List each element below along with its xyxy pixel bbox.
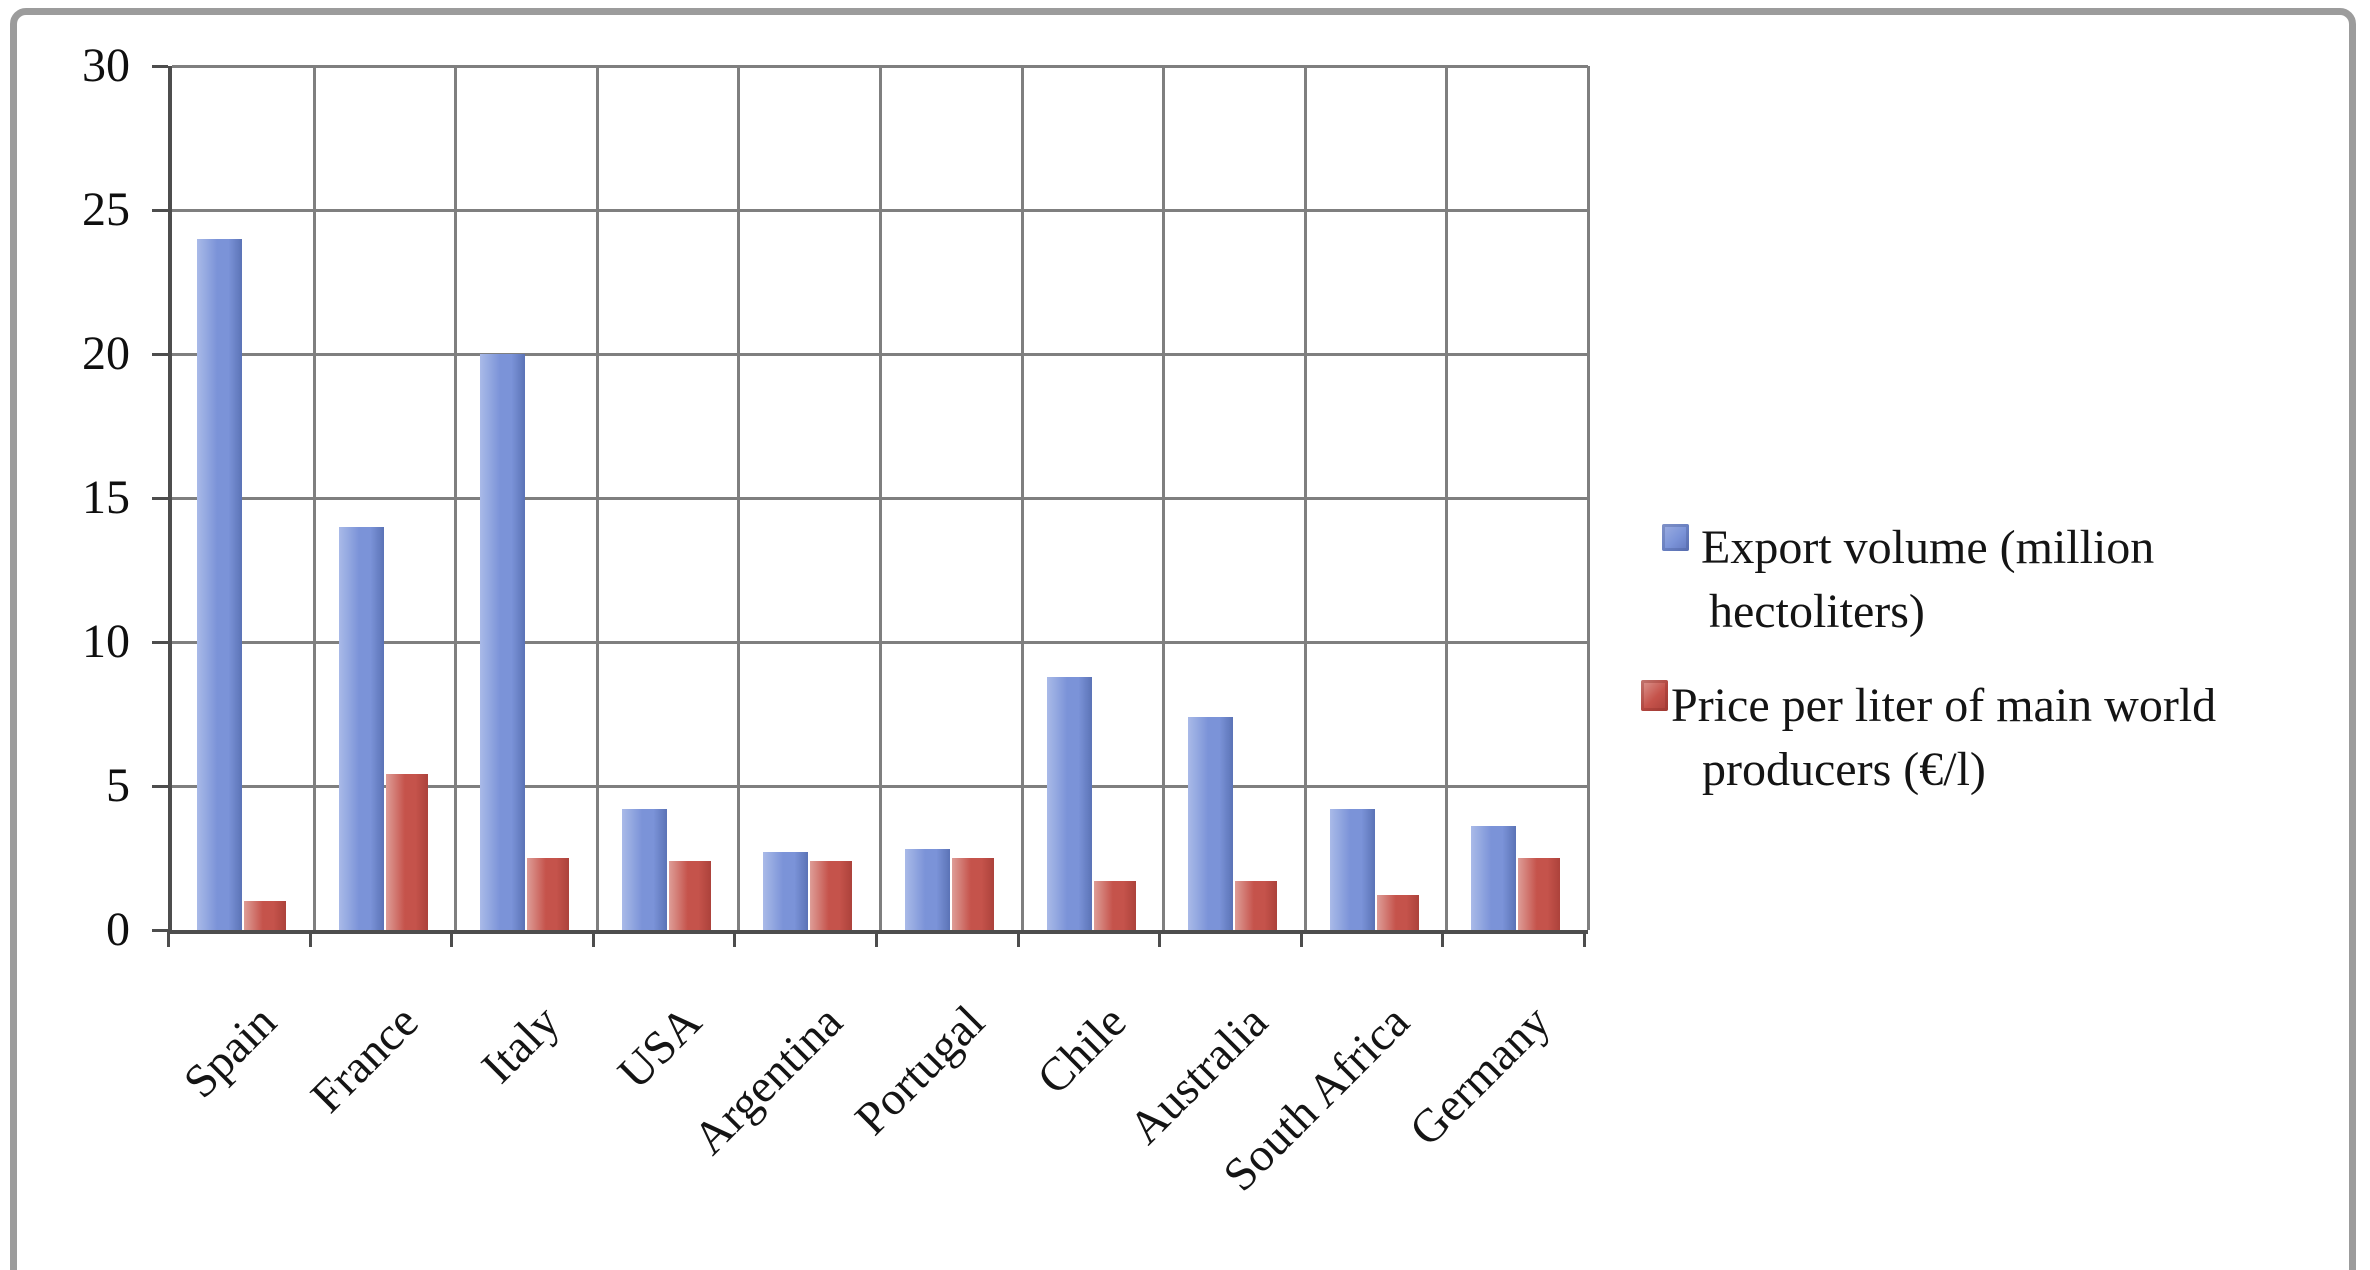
v-gridline-5	[879, 66, 882, 930]
legend-swatch-export-volume-icon	[1662, 524, 1689, 551]
legend-label-line: producers (€/l)	[1702, 743, 1986, 796]
bar-price-australia	[1235, 881, 1278, 930]
x-axis-tick	[591, 930, 595, 947]
bar-price-usa	[668, 860, 711, 930]
y-tick-label-0: 0	[106, 903, 130, 956]
bar-export-south-africa	[1329, 809, 1375, 930]
x-axis-tick	[167, 930, 170, 947]
bar-price-south-africa	[1376, 895, 1419, 930]
x-axis-tick	[450, 930, 454, 947]
x-axis-tick	[1158, 930, 1162, 947]
y-axis-tick	[152, 785, 168, 788]
y-axis-tick	[152, 353, 168, 356]
x-axis-tick	[1299, 930, 1303, 947]
v-gridline-2	[454, 66, 458, 930]
legend-label-line: hectoliters)	[1709, 585, 1925, 638]
legend-entry-price-per-liter: Price per liter of main world producers …	[1641, 674, 2361, 802]
bar-export-chile	[1046, 676, 1092, 930]
v-gridline-7	[1162, 66, 1166, 930]
x-axis-tick	[1583, 930, 1586, 947]
y-tick-label-15: 15	[82, 471, 130, 524]
y-tick-label-5: 5	[106, 759, 130, 812]
x-axis-tick	[1441, 930, 1445, 947]
y-axis-tick	[152, 641, 168, 644]
v-gridline-8	[1303, 66, 1307, 930]
bar-price-italy	[527, 858, 570, 930]
bar-export-spain	[197, 238, 242, 930]
y-axis-tick	[152, 497, 168, 500]
v-gridline-10	[1587, 66, 1590, 930]
y-axis-tick	[152, 209, 168, 212]
legend-entry-export-volume: Export volume (million hectoliters)	[1641, 516, 2361, 644]
bar-price-portugal	[952, 858, 994, 930]
y-axis-tick	[152, 65, 168, 68]
chart-outer-frame	[10, 8, 2356, 1270]
v-gridline-4	[737, 66, 741, 930]
bar-price-france	[385, 774, 428, 930]
bar-export-france	[338, 526, 384, 930]
legend-label-line: Export volume (million	[1701, 521, 2155, 574]
y-tick-label-25: 25	[82, 183, 130, 236]
bar-price-spain	[244, 901, 286, 930]
y-tick-label-10: 10	[82, 615, 130, 668]
legend: Export volume (million hectoliters) Pric…	[1641, 516, 2361, 832]
bar-export-australia	[1188, 716, 1234, 930]
plot-area	[168, 65, 1590, 934]
v-gridline-6	[1020, 66, 1024, 930]
v-gridline-3	[595, 66, 599, 930]
bar-export-usa	[621, 809, 667, 930]
bar-export-portugal	[905, 849, 950, 930]
x-axis-tick	[875, 930, 878, 947]
bar-price-germany	[1518, 858, 1561, 930]
bar-export-germany	[1471, 826, 1517, 930]
legend-label-export-volume: Export volume (million hectoliters)	[1701, 516, 2361, 644]
x-axis-tick	[308, 930, 312, 947]
v-gridline-9	[1445, 66, 1449, 930]
bar-price-argentina	[810, 860, 853, 930]
x-axis-tick	[1016, 930, 1020, 947]
x-axis-tick	[733, 930, 737, 947]
legend-swatch-price-per-liter-icon	[1641, 680, 1668, 711]
y-tick-label-30: 30	[82, 39, 130, 92]
bar-export-italy	[480, 354, 526, 930]
v-gridline-1	[312, 66, 316, 930]
bar-export-argentina	[763, 852, 809, 930]
y-tick-label-20: 20	[82, 327, 130, 380]
legend-label-line: Price per liter of main world	[1671, 679, 2217, 732]
bar-price-chile	[1093, 881, 1136, 930]
legend-label-price-per-liter: Price per liter of main world producers …	[1671, 674, 2361, 802]
y-axis-tick	[152, 929, 168, 932]
